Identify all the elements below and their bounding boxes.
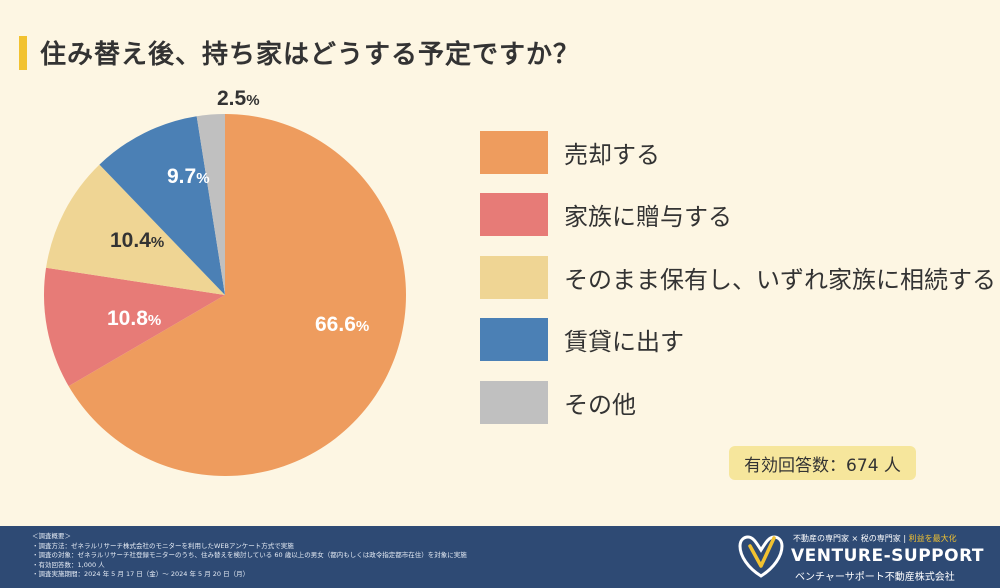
brand-name: VENTURE-SUPPORT: [791, 546, 984, 566]
legend-label: 家族に贈与する: [564, 203, 732, 231]
survey-note-line: ・調査実施期間：2024 年 5 月 17 日（金）～ 2024 年 5 月 2…: [32, 570, 250, 579]
pie-value-label: 2.5%: [217, 87, 260, 110]
legend-swatch: [480, 193, 548, 236]
survey-note-line: ・調査方法：ゼネラルリサーチ株式会社のモニターを利用したWEBアンケート方式で実…: [32, 541, 294, 550]
legend-item-other: その他: [480, 380, 996, 424]
chart-title: 住み替え後、持ち家はどうする予定ですか？: [40, 40, 581, 70]
pie-slice: [68, 114, 407, 476]
footer: ＜調査概要＞ ・調査方法：ゼネラルリサーチ株式会社のモニターを利用したWEBアン…: [0, 526, 1000, 588]
tagline-part: 税の専門家: [860, 534, 901, 543]
legend-item-keep-inherit: そのまま保有し、いずれ家族に相続する: [480, 255, 996, 299]
legend-swatch: [480, 130, 548, 174]
legend-item-sell: 売却する: [480, 130, 996, 174]
pie-value-label: 9.7%: [167, 165, 210, 188]
brand-company: ベンチャーサポート不動産株式会社: [795, 572, 955, 583]
survey-notes: ＜調査概要＞ ・調査方法：ゼネラルリサーチ株式会社のモニターを利用したWEBアン…: [32, 532, 467, 580]
tagline-part: 利益を最大化: [908, 534, 957, 543]
legend-item-gift: 家族に贈与する: [480, 193, 996, 237]
respondents-badge: 有効回答数：674 人: [729, 446, 916, 480]
survey-note-line: ・調査の対象：ゼネラルリサーチ社登録モニターのうち、住み替えを検討している 60…: [32, 551, 467, 560]
legend-item-rent: 賃貸に出す: [480, 318, 996, 362]
pie-slice: [46, 164, 226, 295]
pie-chart: 66.6% 10.8% 10.4% 9.7% 2.5%: [44, 87, 407, 476]
pie-slice: [99, 116, 225, 295]
pie-value-label: 10.4%: [110, 229, 164, 252]
title-accent-bar: [19, 36, 27, 70]
legend: 売却する 家族に贈与する そのまま保有し、いずれ家族に相続する 賃貸に出す その…: [480, 130, 996, 443]
legend-swatch: [480, 255, 548, 299]
legend-swatch: [480, 318, 548, 361]
brand-tagline: 不動産の専門家 × 税の専門家 | 利益を最大化: [793, 533, 957, 544]
pie-slice: [196, 114, 225, 295]
pie-value-label: 66.6%: [315, 313, 369, 336]
tagline-separator: |: [903, 534, 907, 543]
legend-swatch: [480, 380, 548, 424]
legend-label: 賃貸に出す: [564, 328, 684, 356]
tagline-part: 不動産の専門家: [793, 534, 849, 543]
venture-support-logo-icon: [738, 535, 784, 578]
pie-value-label: 10.8%: [107, 307, 161, 330]
legend-label: そのまま保有し、いずれ家族に相続する: [564, 265, 996, 294]
tagline-separator: ×: [851, 534, 859, 543]
survey-note-line: ＜調査概要＞: [32, 532, 71, 540]
survey-note-line: ・有効回答数：1,000 人: [32, 560, 105, 569]
legend-label: その他: [564, 390, 636, 419]
legend-label: 売却する: [564, 140, 660, 169]
pie-slice: [44, 267, 225, 387]
